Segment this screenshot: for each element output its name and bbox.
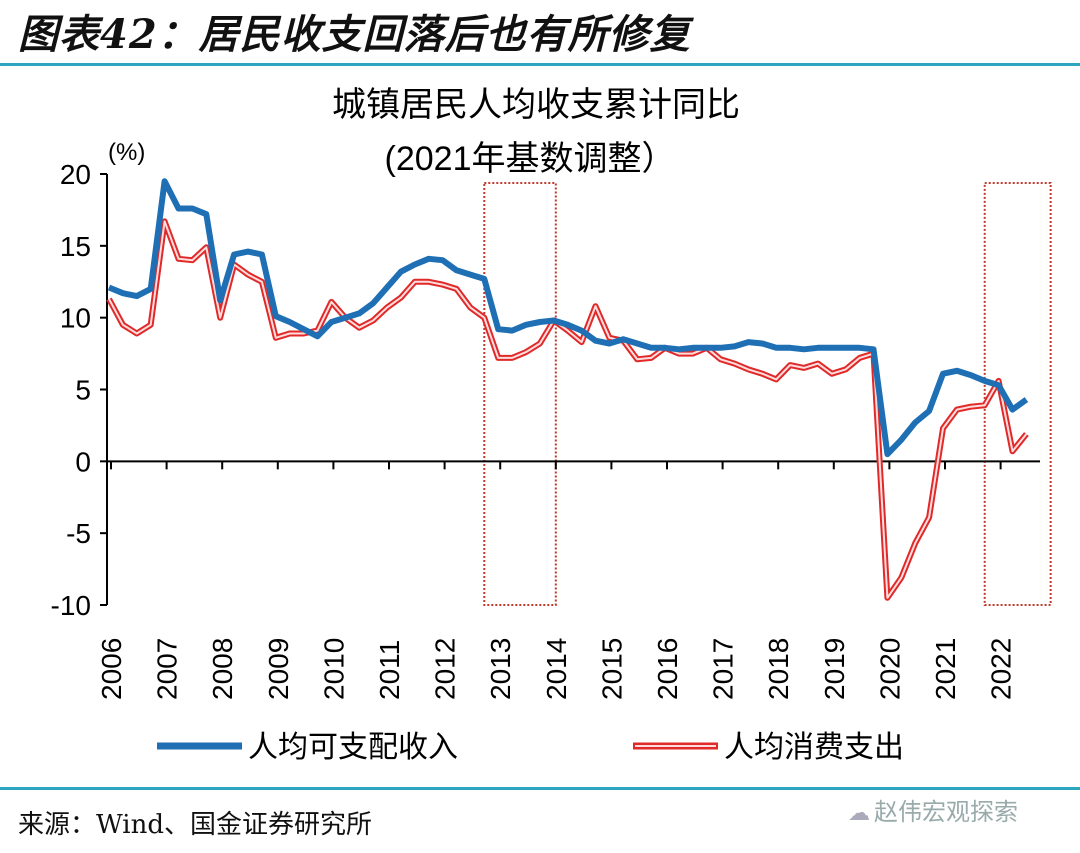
y-tick-label: 0 — [75, 446, 91, 477]
x-tick-label: 2016 — [652, 638, 683, 700]
x-tick-label: 2013 — [485, 638, 516, 700]
y-tick-label: 15 — [60, 231, 91, 262]
x-tick-label: 2022 — [986, 638, 1017, 700]
watermark-text: 赵伟宏观探索 — [874, 798, 1018, 826]
series-line-income — [107, 178, 1029, 458]
highlight-region-1 — [983, 182, 1052, 606]
x-tick-label: 2015 — [596, 638, 627, 700]
y-tick-label: -5 — [66, 518, 91, 549]
x-tick-label: 2017 — [708, 638, 739, 700]
x-tick-label: 2014 — [541, 638, 572, 700]
x-tick-label: 2007 — [152, 638, 183, 700]
legend-label-expense: 人均消费支出 — [724, 730, 904, 765]
y-axis-unit: (%) — [108, 139, 145, 166]
source-note: 来源：Wind、国金证券研究所 — [18, 810, 372, 840]
top-rule — [0, 63, 1080, 66]
x-tick-label: 2006 — [96, 638, 127, 700]
highlight-region-0 — [483, 182, 557, 606]
x-tick-label: 2008 — [207, 638, 238, 700]
x-tick-label: 2018 — [763, 638, 794, 700]
x-tick-label: 2019 — [819, 638, 850, 700]
series-line-expense-inner — [108, 220, 1028, 599]
series-line-expense-outer — [106, 218, 1029, 601]
x-tick-label: 2021 — [930, 638, 961, 700]
chart-title: 城镇居民人均收支累计同比 — [332, 85, 740, 125]
figure-title: 图表42：居民收支回落后也有所修复 — [18, 11, 691, 58]
chart-subtitle: (2021年基数调整） — [385, 140, 676, 178]
x-tick-label: 2009 — [263, 638, 294, 700]
y-tick-label: -10 — [51, 590, 91, 621]
y-tick-label: 20 — [60, 159, 91, 190]
legend-label-income: 人均可支配收入 — [248, 730, 458, 765]
bottom-rule — [0, 787, 1080, 790]
wechat-icon: ☁ — [848, 801, 870, 826]
x-tick-label: 2020 — [874, 638, 905, 700]
x-tick-label: 2012 — [430, 638, 461, 700]
line-chart: 城镇居民人均收支累计同比 (2021年基数调整） (%) 20151050-5-… — [51, 85, 1052, 765]
x-tick-label: 2011 — [374, 640, 405, 700]
x-tick-label: 2010 — [318, 638, 349, 700]
watermark: ☁ 赵伟宏观探索 — [848, 792, 1018, 827]
y-tick-label: 10 — [60, 303, 91, 334]
y-tick-label: 5 — [75, 375, 91, 406]
